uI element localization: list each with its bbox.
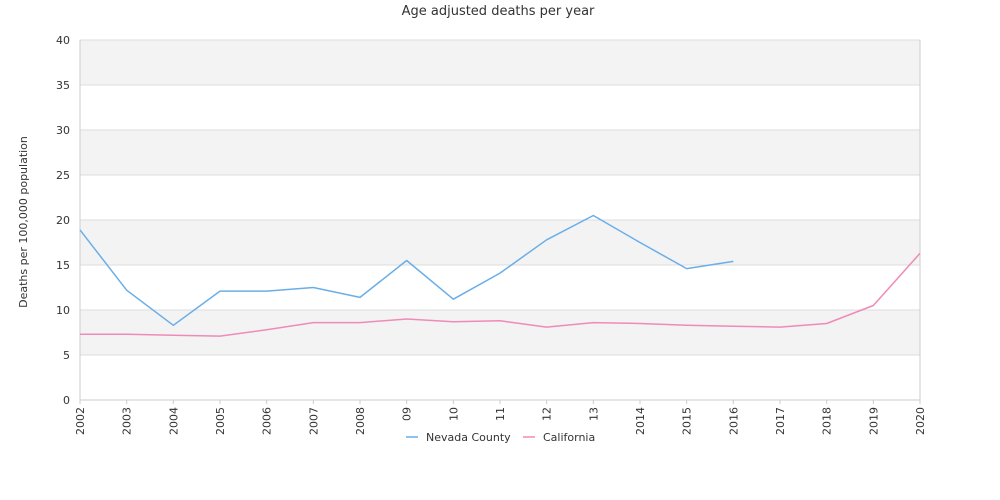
x-tick-label: 2014 (634, 407, 647, 435)
x-tick-label: 2008 (354, 407, 367, 435)
y-tick-label: 15 (56, 259, 70, 272)
legend: Nevada County California (406, 431, 595, 444)
y-tick-label: 25 (56, 169, 70, 182)
background-band (80, 130, 920, 175)
x-tick-label: 2002 (74, 407, 87, 435)
x-tick-label: 2020 (914, 407, 927, 435)
series-lines (79, 214, 921, 337)
series-line-nevada-county (79, 214, 734, 327)
series-line-california (80, 252, 921, 337)
chart-title: Age adjusted deaths per year (402, 4, 595, 19)
gridlines (80, 39, 920, 401)
x-tick-label: 2006 (261, 407, 274, 435)
x-tick-label: 13 (587, 407, 600, 421)
y-tick-label: 10 (56, 304, 70, 317)
x-tick-label: 09 (401, 407, 414, 421)
x-tick-labels: 2002 2003 2004 2005 2006 2007 2008 09 10 11 12 13 20… (74, 400, 927, 435)
y-tick-label: 20 (56, 214, 70, 227)
x-tick-label: 10 (447, 407, 460, 421)
x-tick-label: 2016 (727, 407, 740, 435)
y-tick-label: 40 (56, 34, 70, 47)
x-tick-label: 12 (541, 407, 554, 421)
y-axis-label: Deaths per 100,000 population (17, 136, 30, 308)
y-tick-label: 5 (63, 349, 70, 362)
x-tick-label: 2004 (167, 407, 180, 435)
y-tick-label: 0 (63, 394, 70, 407)
y-tick-labels: 0 5 10 15 20 25 30 35 40 (56, 34, 70, 407)
legend-label: Nevada County (426, 431, 511, 444)
x-tick-label: 11 (494, 407, 507, 421)
x-tick-label: 2007 (307, 407, 320, 435)
x-tick-label: 2005 (214, 407, 227, 435)
x-tick-label: 2003 (121, 407, 134, 435)
background-bands (80, 40, 920, 355)
background-band (80, 220, 920, 265)
background-band (80, 40, 920, 85)
x-tick-label: 2015 (681, 407, 694, 435)
x-tick-label: 2018 (821, 407, 834, 435)
x-tick-label: 2017 (774, 407, 787, 435)
legend-label: California (543, 431, 595, 444)
x-tick-label: 2019 (867, 407, 880, 435)
y-tick-label: 30 (56, 124, 70, 137)
background-band (80, 310, 920, 355)
y-tick-label: 35 (56, 79, 70, 92)
